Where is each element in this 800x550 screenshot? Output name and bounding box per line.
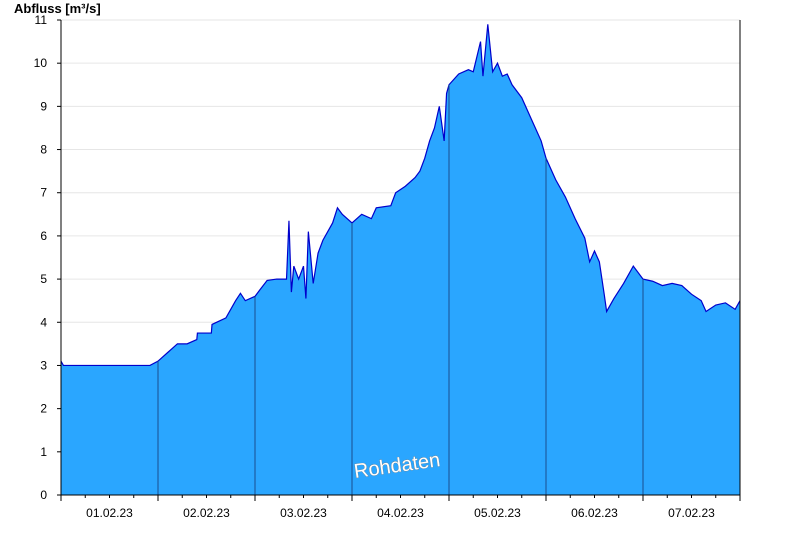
plot-area (60, 24, 741, 495)
x-tick-label: 03.02.23 (280, 506, 327, 520)
x-tick-label: 05.02.23 (474, 506, 521, 520)
x-tick-label: 06.02.23 (571, 506, 618, 520)
x-tick-labels: 01.02.23 02.02.23 03.02.23 04.02.23 05.02.23… (86, 506, 715, 520)
x-tick-label: 02.02.23 (183, 506, 230, 520)
y-tick-label: 9 (40, 99, 47, 113)
y-tick-label: 5 (40, 272, 47, 286)
y-axis-label: Abfluss [m³/s] (14, 1, 101, 16)
day-separators (157, 84, 644, 495)
y-tick-label: 10 (34, 56, 48, 70)
y-tick-label: 7 (40, 186, 47, 200)
x-tick-label: 01.02.23 (86, 506, 133, 520)
x-tick-label: 07.02.23 (668, 506, 715, 520)
axes (57, 19, 741, 501)
y-tick-label: 6 (40, 229, 47, 243)
discharge-line (60, 24, 741, 367)
x-tick-label: 04.02.23 (377, 506, 424, 520)
y-tick-label: 8 (40, 143, 47, 157)
y-tick-label: 11 (35, 13, 48, 27)
discharge-area (61, 24, 740, 495)
y-tick-label: 1 (40, 445, 47, 459)
y-tick-label: 3 (40, 358, 47, 372)
y-tick-label: 4 (40, 315, 47, 329)
y-tick-label: 2 (40, 402, 47, 416)
y-tick-labels: 0 1 2 3 4 5 6 7 8 9 10 11 (34, 13, 48, 502)
y-tick-label: 0 (40, 488, 47, 502)
